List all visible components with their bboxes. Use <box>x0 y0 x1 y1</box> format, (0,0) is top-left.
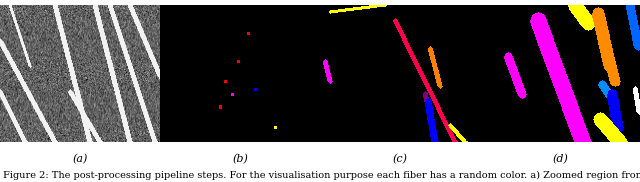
Text: (c): (c) <box>392 154 408 164</box>
Text: (d): (d) <box>552 154 568 164</box>
Text: (a): (a) <box>72 154 88 164</box>
Text: (b): (b) <box>232 154 248 164</box>
Text: Figure 2: The post-processing pipeline steps. For the visualisation purpose each: Figure 2: The post-processing pipeline s… <box>3 171 640 180</box>
